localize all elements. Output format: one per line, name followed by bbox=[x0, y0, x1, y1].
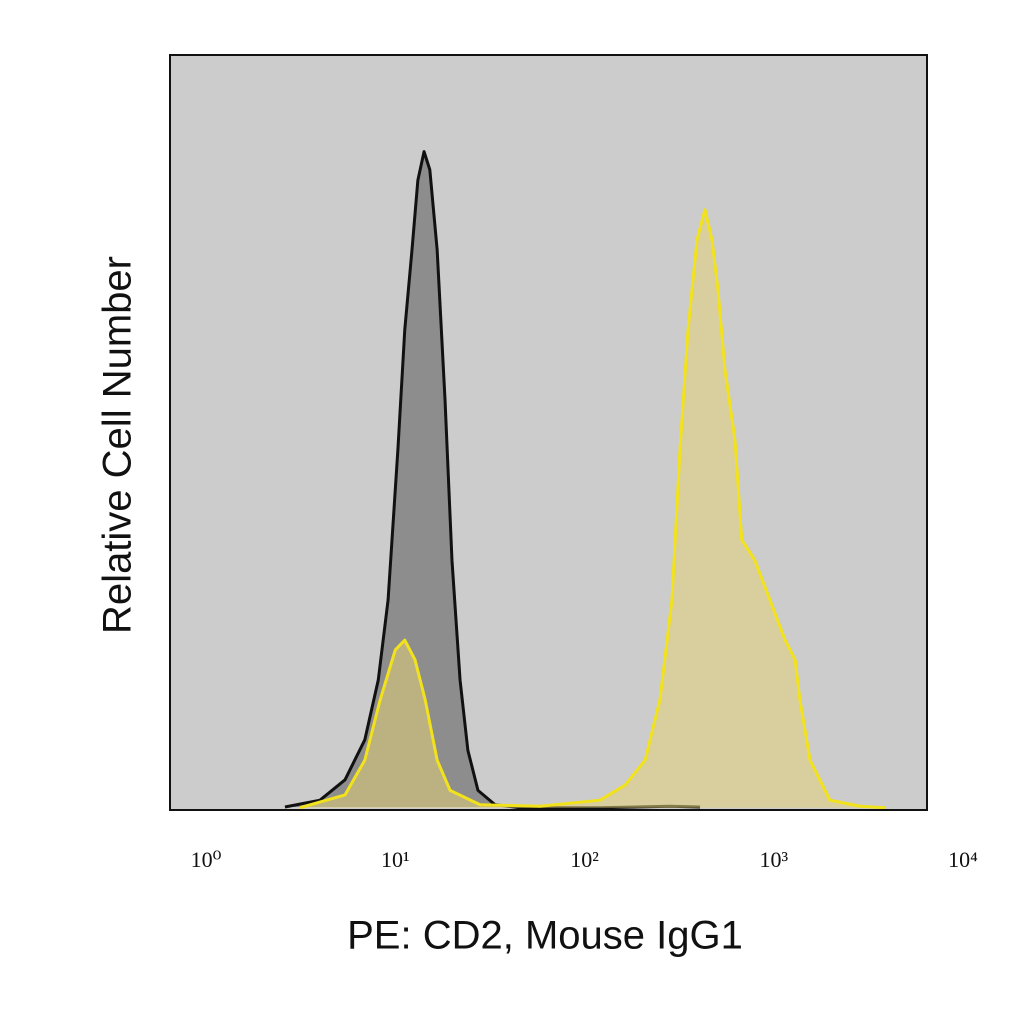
histogram-curve bbox=[299, 208, 886, 810]
x-tick-label: 10³ bbox=[759, 847, 788, 872]
plot-frame bbox=[169, 54, 928, 811]
x-tick-label: 10⁰ bbox=[191, 847, 222, 872]
plot-area bbox=[170, 55, 927, 810]
series-group bbox=[284, 150, 886, 810]
x-tick-label: 10⁴ bbox=[948, 847, 978, 872]
x-tick-label: 10¹ bbox=[381, 847, 410, 872]
x-axis-title: PE: CD2, Mouse IgG1 bbox=[347, 914, 743, 958]
x-tick-label: 10² bbox=[570, 847, 599, 872]
y-axis-title: Relative Cell Number bbox=[96, 256, 140, 634]
